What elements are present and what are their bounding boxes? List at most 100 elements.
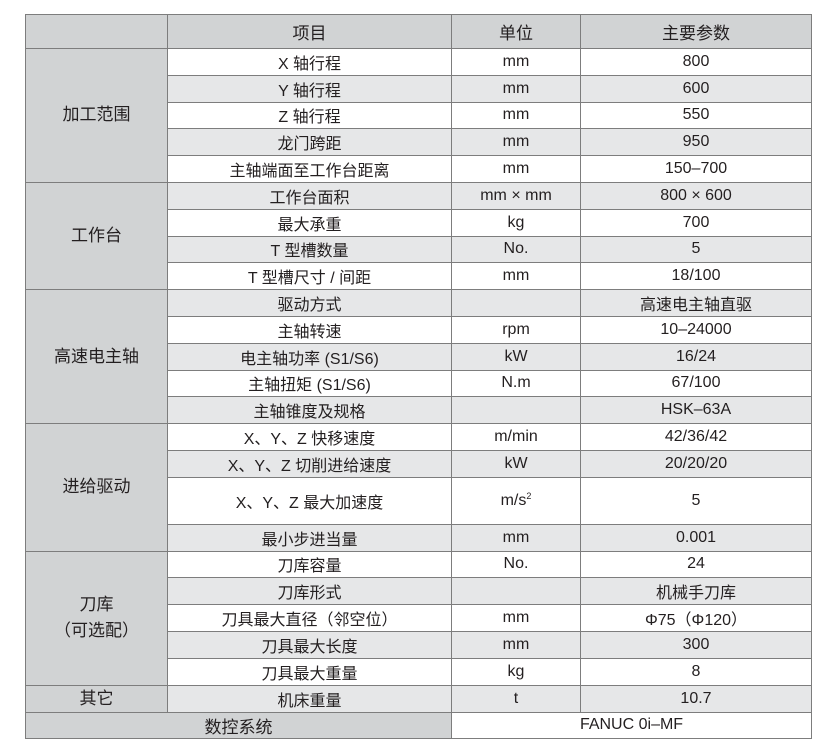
value-text: Φ75（Φ120） <box>644 612 748 630</box>
value-text: 18/100 <box>671 267 721 285</box>
table-row: 刀具最大重量 kg 8 <box>26 657 812 686</box>
unit-text: mm <box>502 79 530 97</box>
cell-value: 300 <box>580 630 812 659</box>
unit-text: mm <box>502 609 530 627</box>
unit-text: mm <box>502 267 530 285</box>
cell-unit: m/min <box>451 423 581 451</box>
cell-unit: mm × mm <box>451 181 581 210</box>
cell-unit: mm <box>451 74 581 103</box>
cell-value: 10.7 <box>580 684 812 713</box>
cell-item: 主轴端面至工作台距离 <box>167 155 452 183</box>
table-row: 进给驱动 X、Y、Z 快移速度 m/min 42/36/42 <box>25 423 812 552</box>
value-text: 42/36/42 <box>664 428 728 446</box>
cell-unit: kg <box>451 208 581 237</box>
group-name: 高速电主轴 <box>54 346 139 366</box>
value-text: 8 <box>691 662 701 680</box>
cell-item: 主轴转速 <box>167 315 452 344</box>
cell-unit <box>451 289 581 317</box>
cell-value: 800 × 600 <box>580 181 812 210</box>
item-text: 最小步进当量 <box>261 531 358 549</box>
unit-text: mm × mm <box>480 186 552 204</box>
group-label: 其它 <box>25 684 168 713</box>
table-row: X、Y、Z 切削进给速度 kW 20/20/20 <box>26 449 812 478</box>
value-text: 800 <box>682 52 710 70</box>
value-text: 950 <box>682 133 710 151</box>
cell-item: X 轴行程 <box>167 48 452 76</box>
value-text: 550 <box>682 106 710 124</box>
value-text: 16/24 <box>675 347 717 365</box>
unit-text: mm <box>502 52 530 70</box>
unit-text: mm <box>502 133 530 151</box>
cell-unit: mm <box>451 523 581 552</box>
item-text: 工作台面积 <box>269 189 350 207</box>
cell-item: X、Y、Z 切削进给速度 <box>167 449 452 478</box>
cell-item: 刀具最大长度 <box>167 630 452 659</box>
cell-unit: N.m <box>451 369 581 398</box>
unit-superscript: 2 <box>526 491 532 502</box>
cell-item: 刀库形式 <box>167 577 452 606</box>
table-row: T 型槽数量 No. 5 <box>26 235 812 264</box>
item-text: 最大承重 <box>277 216 342 234</box>
group-label: 进给驱动 <box>25 423 168 552</box>
table-row: 高速电主轴 驱动方式 高速电主轴直驱 <box>25 289 812 425</box>
value-text: 300 <box>682 635 710 653</box>
cell-value: 950 <box>580 128 812 157</box>
control-system-row: 数控系统 FANUC 0i–MF <box>25 711 812 740</box>
unit-text: No. <box>503 240 529 258</box>
cell-unit: kg <box>451 657 581 686</box>
cell-item: 工作台面积 <box>167 181 452 210</box>
group-name-note: （可选配） <box>54 621 139 641</box>
value-text: 机械手刀库 <box>655 585 736 603</box>
cell-value: 550 <box>580 101 812 130</box>
table-row: T 型槽尺寸 / 间距 mm 18/100 <box>26 262 812 291</box>
cell-value: 600 <box>580 74 812 103</box>
cell-value: Φ75（Φ120） <box>580 604 812 632</box>
cell-item: 龙门跨距 <box>167 128 452 157</box>
table-row: 主轴端面至工作台距离 mm 150–700 <box>26 155 812 183</box>
item-text: X 轴行程 <box>277 55 342 73</box>
cell-item: 机床重量 <box>167 684 452 713</box>
cell-item: X、Y、Z 最大加速度 <box>167 476 452 525</box>
unit-text: No. <box>503 555 529 573</box>
unit-text: t <box>513 689 519 707</box>
cell-unit: mm <box>451 262 581 291</box>
table-row: 刀库 （可选配） 刀库容量 No. 24 <box>25 550 812 686</box>
cell-unit: mm <box>451 604 581 632</box>
group-label: 刀库 （可选配） <box>25 550 168 686</box>
value-text: 5 <box>691 240 701 258</box>
cell-value: 5 <box>580 235 812 264</box>
table-row: 电主轴功率 (S1/S6) kW 16/24 <box>26 342 812 371</box>
table-row: 工作台 工作台面积 mm × mm 800 × 600 <box>25 181 812 291</box>
cell-value: 高速电主轴直驱 <box>580 289 812 317</box>
unit-text: m/s <box>500 492 527 510</box>
header-unit: 单位 <box>451 14 581 49</box>
cell-item: 主轴锥度及规格 <box>167 396 452 425</box>
unit-text: rpm <box>502 320 530 338</box>
cell-value: 700 <box>580 208 812 237</box>
header-item: 项目 <box>167 14 452 49</box>
table-row: 最小步进当量 mm 0.001 <box>26 523 812 552</box>
cell-value: 20/20/20 <box>580 449 812 478</box>
cell-item: 最大承重 <box>167 208 452 237</box>
table-row: 龙门跨距 mm 950 <box>26 128 812 157</box>
cell-unit <box>451 577 581 606</box>
header-row: 项目 单位 主要参数 <box>25 14 812 49</box>
cell-unit: No. <box>451 550 581 579</box>
group-name: 刀库 <box>79 595 114 615</box>
cell-item: 刀具最大重量 <box>167 657 452 686</box>
unit-text: mm <box>502 106 530 124</box>
cell-unit: t <box>451 684 581 713</box>
cell-value: 5 <box>580 476 812 525</box>
item-text: 主轴锥度及规格 <box>253 404 366 422</box>
group-label: 高速电主轴 <box>25 289 168 425</box>
cell-item: 驱动方式 <box>167 289 452 317</box>
table-row: 主轴扭矩 (S1/S6) N.m 67/100 <box>26 369 812 398</box>
unit-text: mm <box>502 635 530 653</box>
cell-value: 机械手刀库 <box>580 577 812 606</box>
spec-table: 项目 单位 主要参数 加工范围 X 轴行程 mm 800 Y 轴行程 mm 600 Z 轴行程… <box>25 14 812 740</box>
unit-text: mm <box>502 160 530 178</box>
cell-value: HSK–63A <box>580 396 812 425</box>
cell-unit: mm <box>451 101 581 130</box>
cell-item: 刀具最大直径（邻空位） <box>167 604 452 632</box>
item-text: X、Y、Z 切削进给速度 <box>227 457 392 475</box>
